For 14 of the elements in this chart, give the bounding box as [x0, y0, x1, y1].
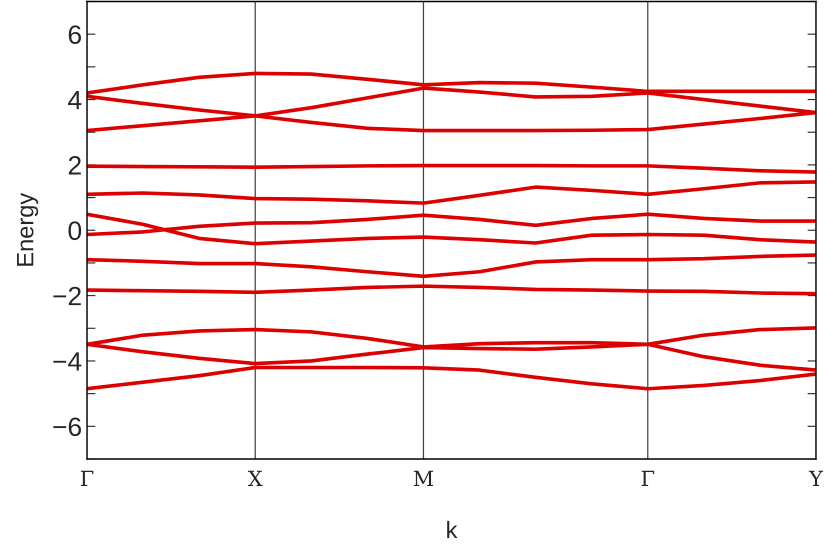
x-axis-title: k	[447, 520, 458, 538]
x-tick-label: Γ	[642, 470, 654, 486]
x-tick-label: X	[248, 470, 263, 486]
x-tick-label: M	[414, 470, 434, 486]
y-axis-title: Energy	[17, 192, 38, 266]
y-tick-label: −6	[53, 417, 81, 436]
x-tick-label: Γ	[80, 470, 94, 486]
y-tick-label: 4	[68, 90, 82, 110]
y-tick-label: −4	[53, 352, 82, 371]
y-tick-label: 0	[68, 221, 82, 240]
x-tick-label: Y	[808, 470, 824, 486]
y-tick-label: 6	[68, 25, 81, 44]
y-tick-label: −2	[53, 286, 81, 306]
y-tick-label: 2	[68, 156, 81, 174]
